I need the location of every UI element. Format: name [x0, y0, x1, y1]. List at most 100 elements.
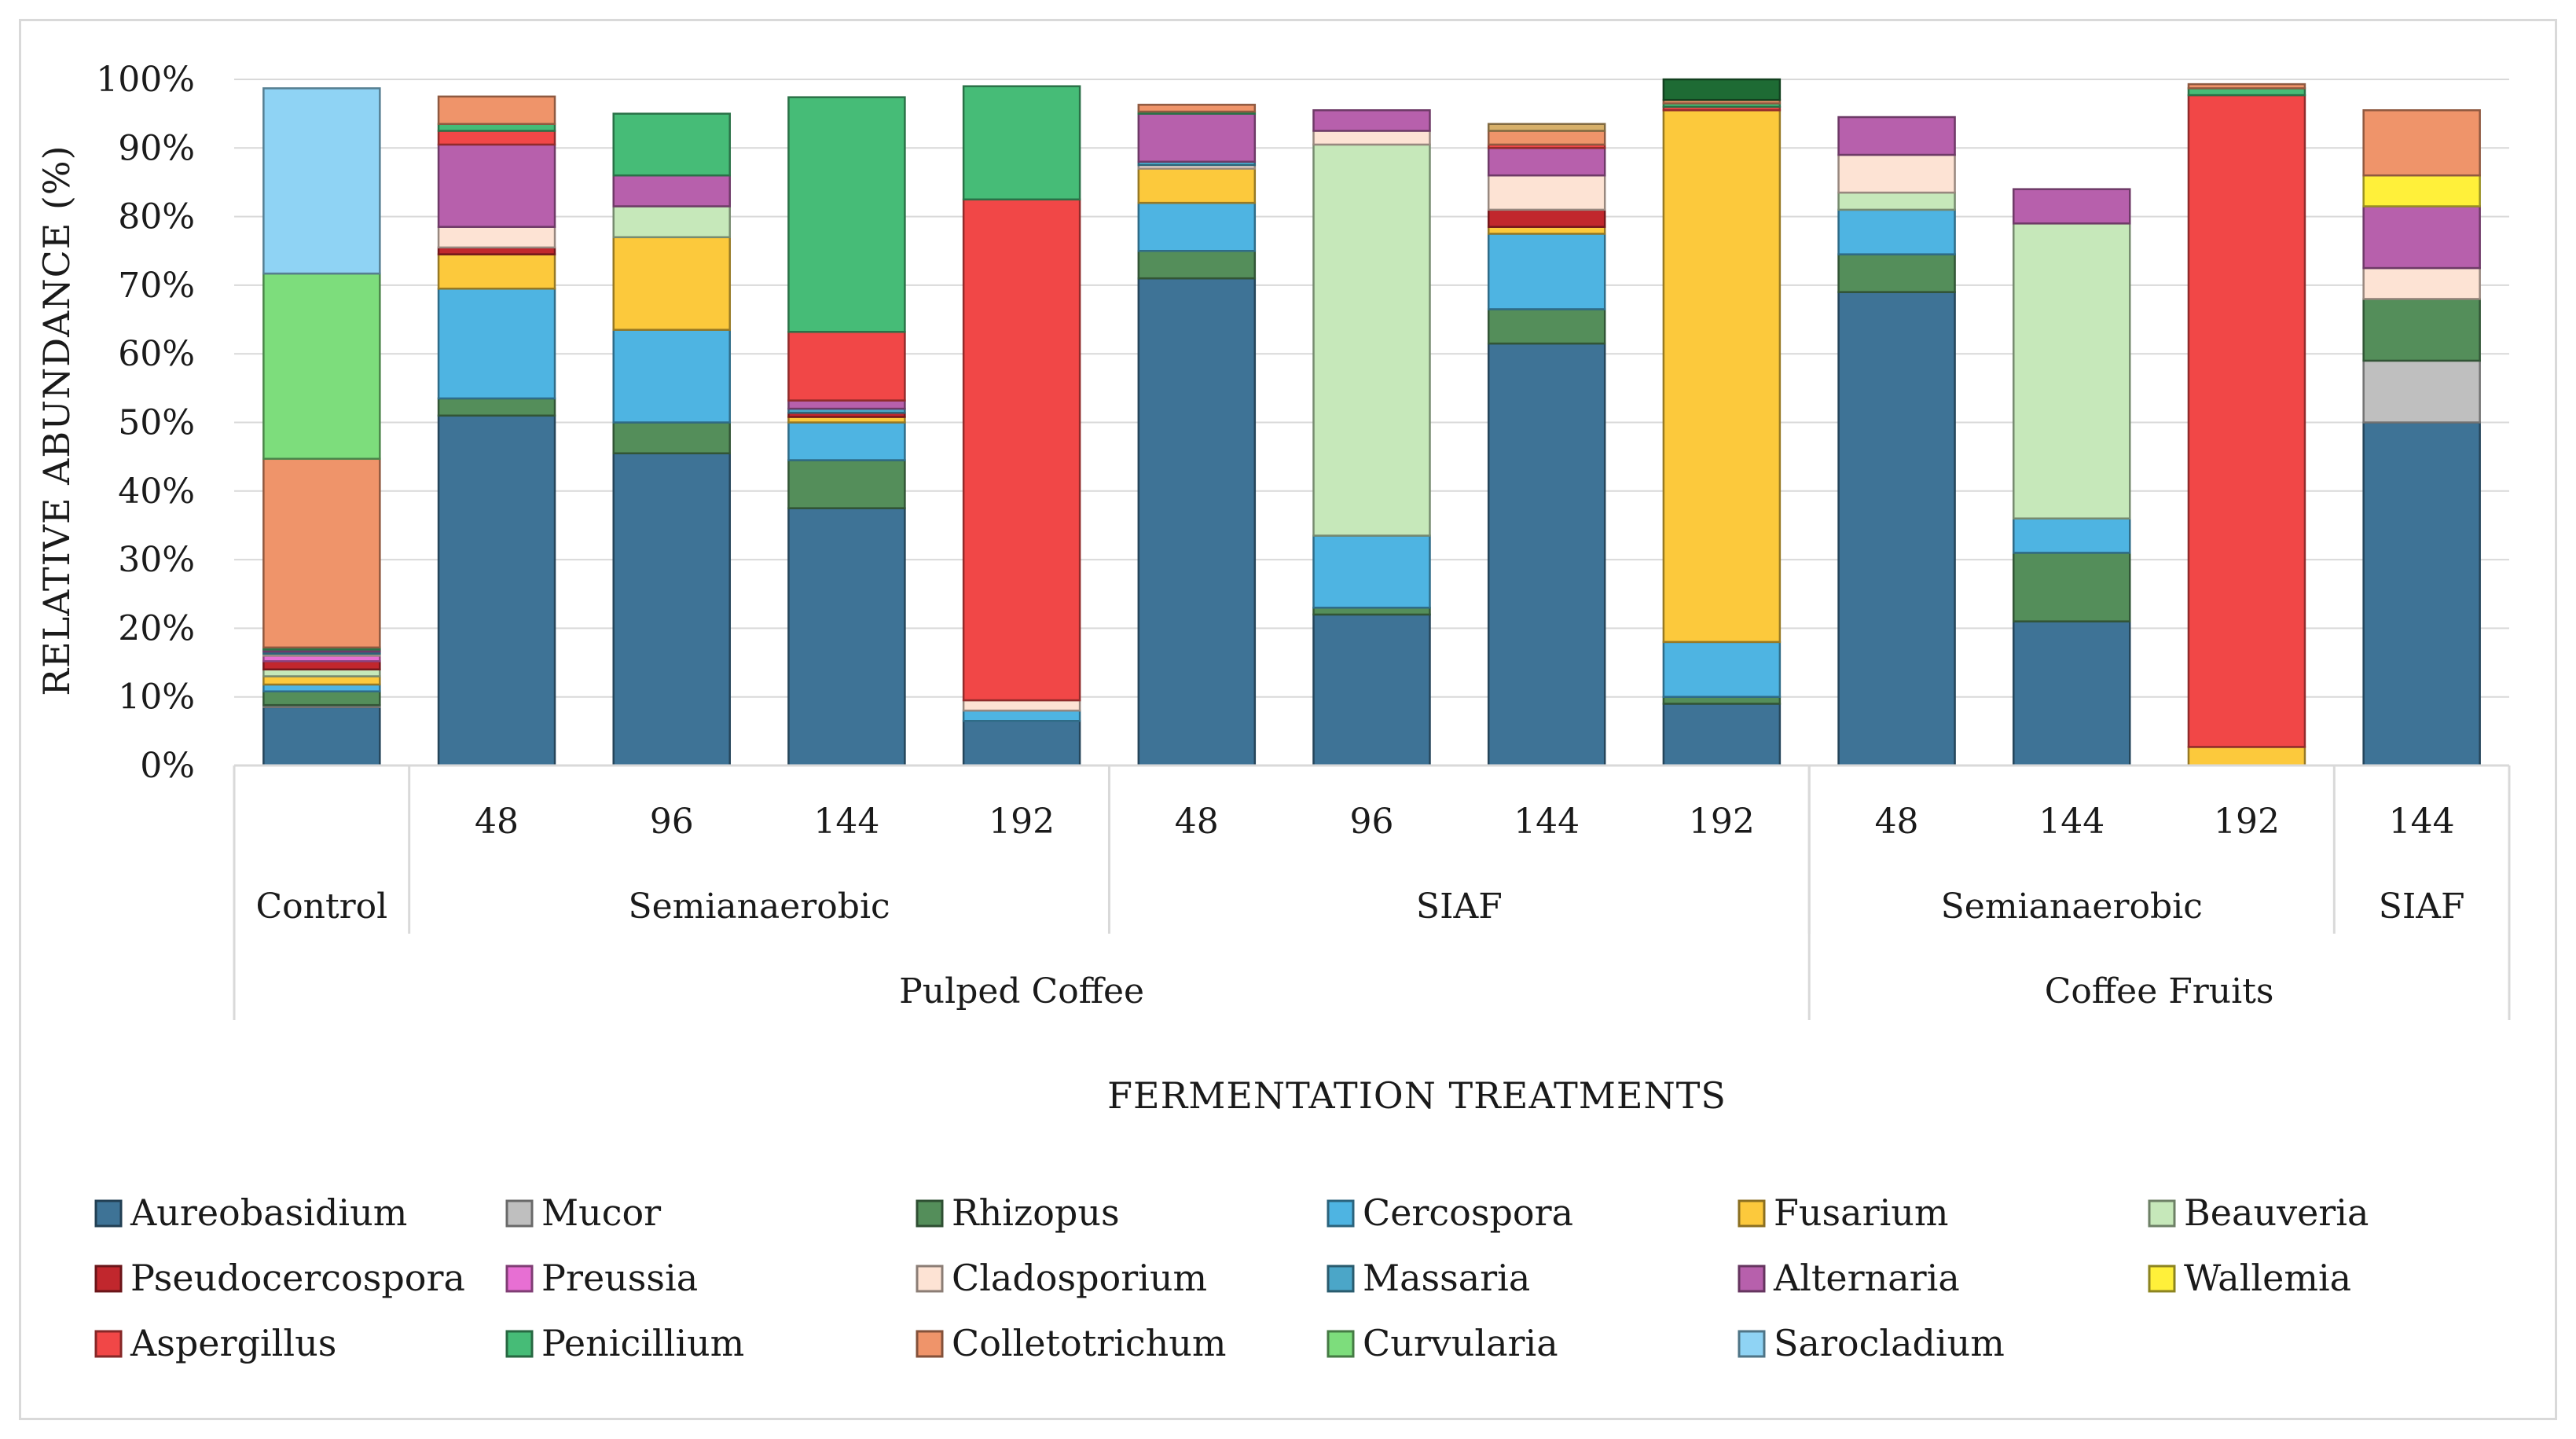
legend-label: Cercospora	[1363, 1191, 1573, 1234]
substrate-group-label: Coffee Fruits	[2045, 971, 2274, 1011]
bar-segment	[437, 95, 556, 125]
legend-label: Cladosporium	[952, 1257, 1207, 1299]
bar-segment	[2013, 552, 2131, 622]
bar-segment	[612, 329, 731, 424]
bar-segment	[612, 452, 731, 767]
y-axis-title: RELATIVE ABUNDANCE (%)	[35, 145, 78, 696]
legend-swatch	[2148, 1265, 2176, 1293]
y-tick-label: 50%	[118, 403, 195, 443]
bar-segment	[962, 699, 1081, 712]
bar-segment	[437, 226, 556, 249]
legend-item[interactable]: Fusarium	[1738, 1191, 1949, 1234]
legend-label: Rhizopus	[952, 1191, 1120, 1234]
legend-item[interactable]: Rhizopus	[916, 1191, 1120, 1234]
legend-label: Massaria	[1363, 1257, 1530, 1299]
x-tick-label: 192	[1689, 802, 1755, 842]
bar-segment	[437, 253, 556, 290]
legend-swatch	[1327, 1265, 1355, 1293]
bar-segment	[1137, 201, 1257, 252]
bar-segment	[1312, 109, 1431, 132]
bar-segment	[612, 174, 731, 207]
legend-item[interactable]: Pseudocercospora	[94, 1257, 465, 1299]
bar-segment	[1487, 342, 1606, 767]
bar-segment	[787, 96, 906, 333]
bar-segment	[1312, 130, 1431, 146]
bar-segment	[1662, 78, 1782, 101]
legend-item[interactable]: Colletotrichum	[916, 1322, 1227, 1364]
y-axis-ticks: 0% 10% 20% 30% 40% 50% 60% 70% 80% 90% 100%	[96, 60, 195, 786]
bar-segment	[1137, 104, 1257, 113]
x-tick-label: 48	[475, 802, 519, 842]
bar-segment	[1137, 250, 1257, 280]
legend-item[interactable]: Aspergillus	[94, 1322, 336, 1364]
legend-swatch	[505, 1265, 534, 1293]
bar-segment	[2362, 421, 2481, 767]
legend-label: Aspergillus	[130, 1322, 336, 1364]
bar-segment	[1312, 613, 1431, 767]
bar-segment	[262, 675, 381, 686]
legend-item[interactable]: Cladosporium	[916, 1257, 1207, 1299]
bar-segment	[1837, 191, 1956, 211]
legend-label: Colletotrichum	[952, 1322, 1227, 1364]
legend-label: Fusarium	[1774, 1191, 1949, 1234]
legend-item[interactable]: Sarocladium	[1738, 1322, 2005, 1364]
bar-segment	[1487, 226, 1606, 235]
x-tick-label: 48	[1875, 802, 1919, 842]
bar-segment	[437, 246, 556, 255]
legend-item[interactable]: Alternaria	[1738, 1257, 1960, 1299]
treatment-group-label: SIAF	[1416, 887, 1503, 927]
x-tick-label: 192	[989, 802, 1055, 842]
legend-swatch	[1327, 1199, 1355, 1228]
bar-segment	[2362, 174, 2481, 207]
legend-swatch	[505, 1330, 534, 1358]
legend-item[interactable]: Mucor	[505, 1191, 661, 1234]
legend-swatch	[94, 1199, 123, 1228]
bar-segment	[2013, 222, 2131, 519]
bar-segment	[437, 123, 556, 132]
bar-segment	[1487, 130, 1606, 146]
bar-segment	[2187, 94, 2306, 748]
bar-segment	[787, 421, 906, 461]
y-tick-label: 60%	[118, 334, 195, 374]
bar-segment	[962, 198, 1081, 702]
legend-item[interactable]: Penicillium	[505, 1322, 744, 1364]
legend[interactable]: Aureobasidium Mucor Rhizopus Cercospora Fusa…	[94, 1191, 2369, 1364]
legend-label: Pseudocercospora	[130, 1257, 465, 1299]
bar-segment	[262, 272, 381, 461]
x-tick-label: 144	[2038, 802, 2104, 842]
legend-label: Wallemia	[2184, 1257, 2351, 1299]
legend-swatch	[1738, 1265, 1766, 1293]
legend-item[interactable]: Preussia	[505, 1257, 698, 1299]
legend-item[interactable]: Cercospora	[1327, 1191, 1573, 1234]
bar-segment	[787, 507, 906, 767]
bar-segment	[962, 85, 1081, 201]
legend-swatch	[916, 1265, 944, 1293]
x-tick-label: 144	[2389, 802, 2455, 842]
bar-segment	[962, 720, 1081, 767]
legend-swatch	[94, 1265, 123, 1293]
bar-segment	[1662, 696, 1782, 705]
legend-swatch	[1327, 1330, 1355, 1358]
legend-item[interactable]: Aureobasidium	[94, 1191, 407, 1234]
bar-segment	[262, 457, 381, 649]
bar-segment	[1487, 233, 1606, 310]
bar-segment	[1137, 112, 1257, 163]
bar-segment	[2013, 620, 2131, 767]
bar-segment	[787, 399, 906, 410]
bar-segment	[262, 706, 381, 767]
bar-segment	[437, 130, 556, 146]
legend-item[interactable]: Curvularia	[1327, 1322, 1558, 1364]
bar-segment	[1137, 277, 1257, 767]
x-axis-table: 48 96 144 192 48 96 144 192 48 144 192 144 Control Se…	[233, 764, 2511, 1020]
legend-item[interactable]: Wallemia	[2148, 1257, 2351, 1299]
bar-segment	[612, 112, 731, 177]
treatment-group-label: SIAF	[2379, 887, 2465, 927]
bar-segment	[262, 660, 381, 671]
legend-item[interactable]: Massaria	[1327, 1257, 1530, 1299]
bar-segment	[1837, 291, 1956, 767]
x-tick-label: 96	[650, 802, 694, 842]
legend-item[interactable]: Beauveria	[2148, 1191, 2369, 1234]
y-tick-label: 40%	[118, 472, 195, 512]
x-tick-label: 192	[2214, 802, 2280, 842]
